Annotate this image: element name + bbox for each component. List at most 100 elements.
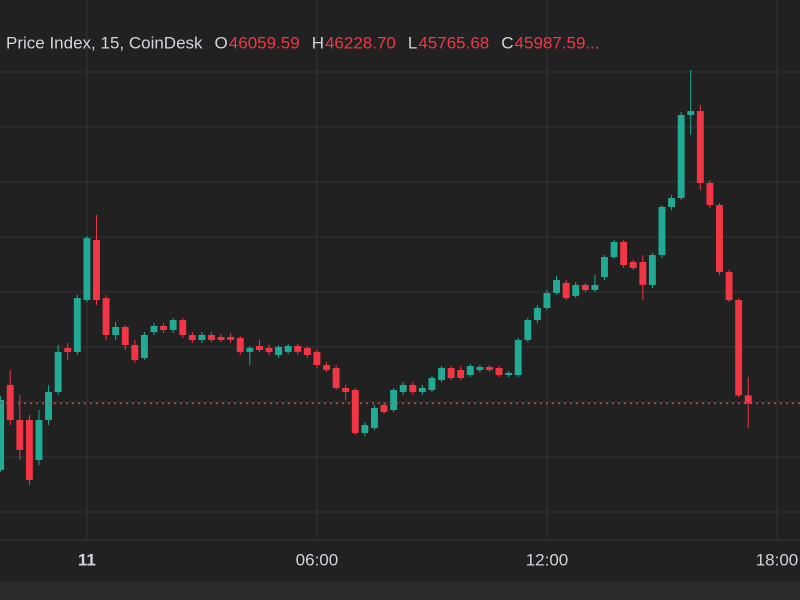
candle-body (505, 372, 513, 376)
candle-body (591, 284, 599, 291)
candle-body (45, 391, 53, 421)
candle (390, 388, 398, 412)
candle-body (208, 334, 215, 340)
candle (418, 384, 426, 395)
candle-body (131, 345, 139, 360)
candle (179, 317, 187, 338)
candle (428, 376, 436, 392)
x-axis-area (0, 540, 800, 582)
ohlc-label: O (215, 33, 228, 52)
candle (457, 366, 465, 380)
candle-body (370, 408, 378, 428)
bottom-bar (0, 582, 800, 600)
candle-body (687, 111, 695, 116)
candle-body (0, 399, 5, 470)
candle (505, 370, 513, 378)
candle (54, 345, 62, 395)
candle-body (639, 261, 647, 285)
candle-body (35, 420, 43, 460)
candle-body (16, 420, 24, 450)
candle (323, 361, 330, 372)
candle (658, 205, 666, 259)
x-tick-label: 18:00 (756, 550, 799, 569)
candle (16, 394, 24, 460)
candle (438, 366, 445, 382)
candle (275, 345, 283, 358)
candle-body (64, 347, 72, 352)
candle (303, 345, 311, 358)
candle-body (438, 367, 445, 380)
candle-body (658, 206, 666, 256)
candle-body (629, 261, 637, 269)
candle-body (140, 334, 148, 358)
ohlc-label: L (408, 33, 417, 52)
candle (93, 215, 100, 305)
ohlc-value: 46228.70 (325, 33, 396, 52)
candle (447, 366, 455, 380)
candle-body (648, 255, 656, 285)
candle-body (447, 367, 455, 378)
candle (495, 366, 503, 378)
candle (217, 334, 225, 343)
candle (25, 414, 33, 486)
candle (265, 345, 273, 356)
candle-body (572, 284, 580, 296)
candle-body (351, 389, 359, 433)
candle (169, 317, 177, 334)
candle-body (73, 298, 81, 352)
candle-body (275, 346, 283, 356)
grid (0, 0, 800, 540)
candle-body (620, 241, 628, 266)
candle (476, 365, 484, 372)
candle (255, 339, 263, 352)
candle-body (476, 367, 484, 370)
candle-body (562, 282, 570, 299)
candle (73, 294, 81, 356)
candle-body (342, 388, 350, 392)
candle-body (533, 307, 541, 321)
candle (486, 365, 493, 372)
candle (572, 281, 580, 299)
ohlc-label: H (312, 33, 324, 52)
candle-body (112, 326, 120, 335)
candle (380, 402, 388, 414)
candle-body (418, 388, 426, 392)
candle (706, 180, 714, 208)
candle (562, 280, 570, 301)
chart-title: Price Index, 15, CoinDesk (6, 33, 203, 52)
candle-body (160, 325, 168, 330)
candle (610, 239, 618, 260)
candle (208, 332, 215, 343)
candle (466, 364, 474, 378)
candle-body (735, 300, 743, 396)
candle (601, 255, 608, 281)
candle-body (457, 369, 465, 378)
candle (744, 376, 752, 428)
candle (543, 290, 551, 311)
candle (581, 282, 589, 292)
candle (294, 344, 302, 356)
candle (150, 323, 158, 335)
candle (629, 259, 637, 270)
candle-body (409, 384, 417, 392)
candle-body (553, 280, 560, 293)
candle-body (179, 320, 187, 335)
candle-body (54, 351, 62, 392)
candle-body (428, 378, 436, 390)
candle-body (716, 205, 723, 272)
candle-body (217, 336, 225, 340)
candle (6, 369, 14, 425)
candle (399, 381, 407, 395)
candle (639, 255, 647, 301)
candle-body (601, 257, 608, 278)
candle (284, 344, 292, 355)
x-tick-label: 06:00 (296, 550, 339, 569)
candle-body (169, 320, 177, 330)
candle-body (332, 367, 340, 389)
candle-body (390, 389, 398, 411)
candle (687, 70, 695, 136)
candle (716, 203, 723, 275)
candle-body (294, 345, 302, 352)
candles (0, 70, 800, 486)
candle-body (83, 237, 91, 301)
